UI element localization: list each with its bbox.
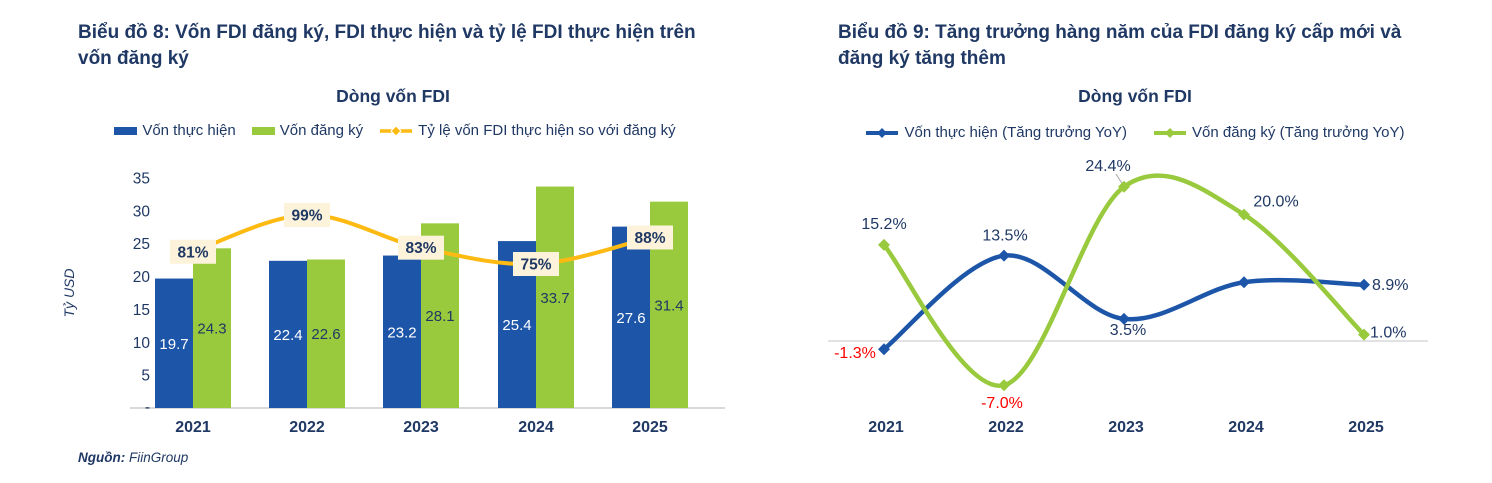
x-axis-label: 2025 [1348, 419, 1384, 436]
x-axis-label: 2024 [1228, 419, 1264, 436]
pct-label: 88% [634, 230, 665, 247]
data-point-label: -7.0% [981, 395, 1023, 412]
bar-value-label: 33.7 [540, 290, 569, 307]
data-point-label: 20.0% [1253, 194, 1298, 211]
chart9-heading: Biểu đồ 9: Tăng trưởng hàng năm của FDI … [838, 22, 1402, 69]
bar-von-thuc-hien [383, 255, 421, 408]
y-tick-label: 35 [133, 171, 150, 188]
pct-label-box [513, 252, 559, 276]
legend-label: Vốn thực hiện [142, 122, 236, 139]
data-point-marker-green [1118, 180, 1130, 193]
blue-bar-swatch-icon [114, 126, 138, 135]
source-note: Nguồn: FiinGroup [78, 450, 188, 465]
x-axis-label: 2022 [289, 419, 325, 436]
data-point-marker-green [998, 379, 1010, 392]
bar-value-label: 23.2 [387, 324, 416, 341]
blue-line-marker-icon [866, 127, 899, 138]
source-value: FiinGroup [129, 450, 189, 465]
bar-value-label: 25.4 [502, 317, 531, 334]
source-label: Nguồn: [78, 450, 126, 465]
chart8-plot: 35 30 25 20 15 10 5 - Tỷ USD 19.7 24.3 22.4 22.6 23.2… [61, 171, 725, 436]
data-point-label: -1.3% [834, 345, 876, 362]
data-point-marker-green [1358, 328, 1370, 341]
green-line-marker-icon [1154, 127, 1187, 138]
data-point-label: 15.2% [861, 216, 906, 233]
bar-von-dang-ky [193, 248, 231, 408]
data-point-marker-green [878, 238, 890, 251]
legend-label: Tỷ lệ vốn FDI thực hiện so với đăng ký [418, 122, 676, 139]
data-point-marker-blue [1238, 276, 1250, 289]
x-axis-label: 2023 [403, 419, 439, 436]
data-point-label: 8.9% [1372, 277, 1408, 294]
pct-label-box [170, 239, 216, 264]
legend-item-ty-le: Tỷ lệ vốn FDI thực hiện so với đăng ký [379, 122, 676, 139]
y-tick-label: 25 [133, 236, 150, 253]
pct-label: 99% [291, 208, 322, 225]
data-point-marker-blue [1358, 278, 1370, 291]
bar-value-label: 22.4 [273, 327, 302, 344]
legend-label: Vốn thực hiện (Tăng trưởng YoY) [904, 124, 1128, 141]
pct-label: 83% [405, 240, 436, 257]
orange-line-marker-icon [380, 124, 413, 137]
data-point-marker-blue [1118, 312, 1130, 325]
legend-label: Vốn đăng ký (Tăng trưởng YoY) [1192, 124, 1405, 141]
data-point-marker-blue [878, 343, 890, 356]
legend-item-von-dang-ky-yoy: Vốn đăng ký (Tăng trưởng YoY) [1153, 124, 1405, 141]
x-axis-label: 2025 [632, 419, 668, 436]
bar-value-label: 19.7 [159, 336, 188, 353]
bar-value-label: 27.6 [616, 310, 645, 327]
chart8-title: Dòng vốn FDI [336, 86, 450, 106]
trend-line-green [881, 173, 1367, 388]
legend-item-von-thuc-hien: Vốn thực hiện [114, 122, 236, 139]
pct-label: 81% [177, 244, 208, 261]
legend-label: Vốn đăng ký [279, 122, 364, 139]
legend-item-von-dang-ky: Vốn đăng ký [251, 122, 364, 139]
x-axis-label: 2021 [868, 419, 904, 436]
y-tick-label: - [145, 399, 150, 416]
bar-value-label: 22.6 [311, 326, 340, 343]
chart8-legend: Vốn thực hiện Vốn đăng ký Tỷ lệ vốn FDI … [55, 122, 735, 139]
bar-value-label: 31.4 [654, 297, 683, 314]
data-point-label: 1.0% [1370, 325, 1406, 342]
pct-label-box [284, 203, 330, 228]
data-point-marker-blue [998, 249, 1010, 262]
chart9-title: Dòng vốn FDI [1078, 86, 1192, 106]
data-point-marker-green [1238, 208, 1250, 221]
legend-item-von-thuc-hien-yoy: Vốn thực hiện (Tăng trưởng YoY) [865, 124, 1127, 141]
pct-label: 75% [520, 257, 551, 274]
x-axis-label: 2023 [1108, 419, 1144, 436]
y-tick-label: 10 [133, 335, 151, 352]
y-tick-label: 5 [141, 368, 150, 385]
bar-von-dang-ky [536, 186, 574, 408]
bar-von-thuc-hien [612, 226, 650, 408]
green-bar-swatch-icon [251, 126, 275, 135]
bar-value-label: 24.3 [197, 321, 226, 338]
y-tick-label: 30 [133, 203, 151, 220]
bar-von-thuc-hien [269, 260, 307, 408]
bar-von-dang-ky [307, 259, 345, 408]
chart9-plot: -1.3% 13.5% 3.5% 8.9% 15.2% -7.0% 24.4% 20.0% 1.… [828, 158, 1428, 436]
bar-value-label: 28.1 [425, 308, 454, 325]
data-point-label: 24.4% [1085, 158, 1130, 175]
chart8-heading: Biểu đồ 8: Vốn FDI đăng ký, FDI thực hiệ… [78, 22, 696, 69]
chart9-legend: Vốn thực hiện (Tăng trưởng YoY) Vốn đăng… [815, 124, 1455, 141]
x-axis-label: 2022 [988, 419, 1024, 436]
y-tick-label: 20 [133, 269, 151, 286]
pct-label-box [627, 225, 673, 250]
x-axis-label: 2021 [175, 419, 211, 436]
x-axis-label: 2024 [518, 419, 554, 436]
y-tick-label: 15 [133, 302, 150, 319]
data-point-label: 3.5% [1110, 322, 1146, 339]
y-axis-title: Tỷ USD [61, 269, 77, 318]
data-point-label: 13.5% [982, 228, 1027, 245]
pct-label-box [398, 235, 444, 260]
bar-von-thuc-hien [155, 278, 193, 408]
